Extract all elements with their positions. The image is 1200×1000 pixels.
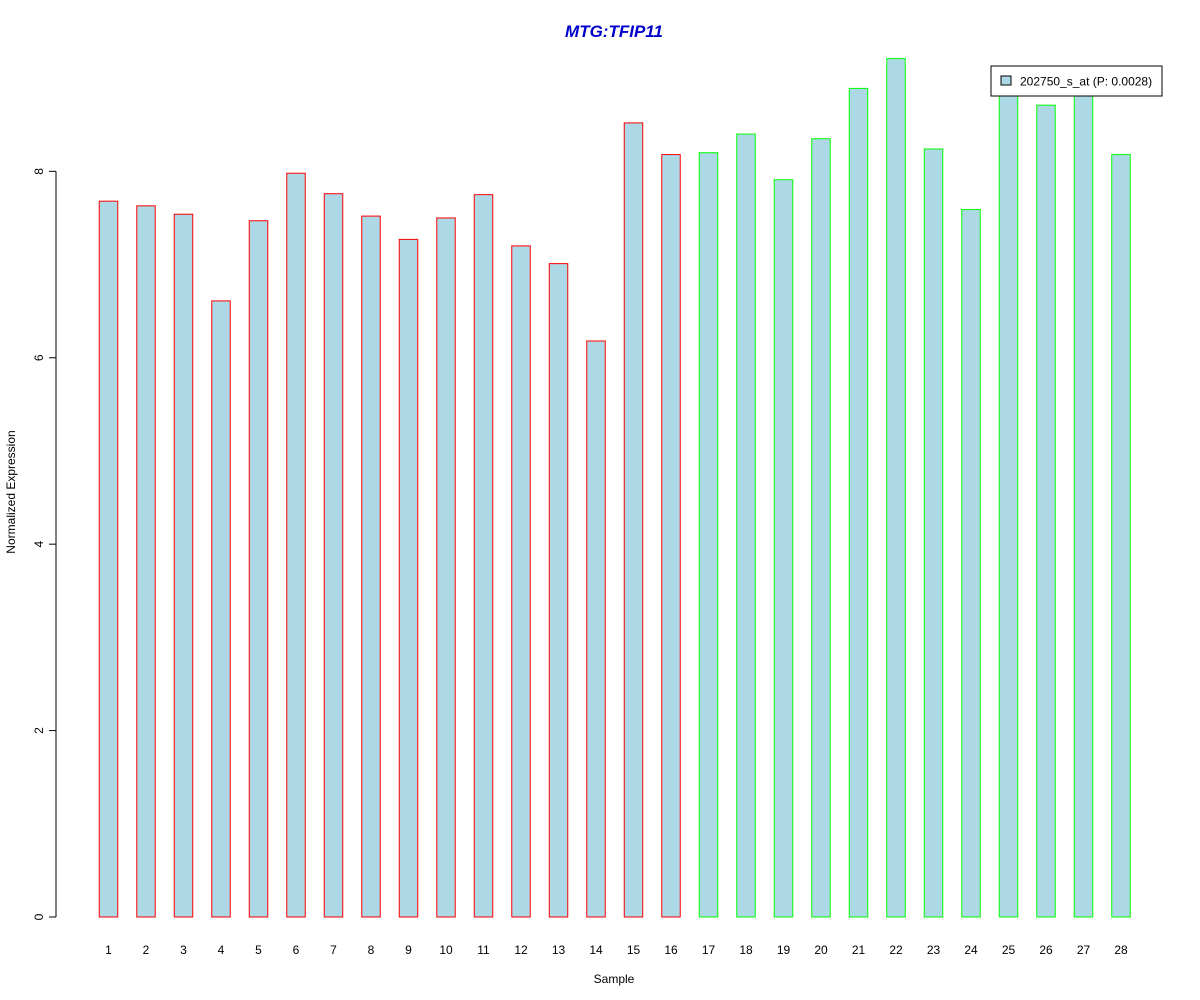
x-tick-label: 8 xyxy=(368,943,375,957)
bar-sample-6 xyxy=(286,172,306,918)
bar-sample-11 xyxy=(473,194,494,918)
x-tick-label: 18 xyxy=(739,943,753,957)
x-tick-label: 27 xyxy=(1077,943,1091,957)
bar-sample-24 xyxy=(961,209,981,918)
x-tick-label: 5 xyxy=(255,943,262,957)
bar-sample-4 xyxy=(211,300,231,918)
bar-sample-9 xyxy=(398,238,419,918)
bar-sample-17 xyxy=(698,152,719,918)
x-tick-label: 1 xyxy=(105,943,112,957)
x-tick-labels: 1 2 3 4 5 6 7 8 9 10 11 12 13 14 15 16 17 18 19 20 21 22 23 24 2… xyxy=(105,943,1128,957)
x-tick-label: 19 xyxy=(777,943,791,957)
bar-sample-23 xyxy=(923,148,944,918)
x-tick-label: 21 xyxy=(852,943,866,957)
x-tick-label: 26 xyxy=(1039,943,1053,957)
bar-sample-22 xyxy=(886,58,906,918)
x-tick-label: 22 xyxy=(889,943,903,957)
x-tick-label: 14 xyxy=(589,943,603,957)
y-tick-label: 4 xyxy=(32,541,46,548)
y-axis-label: Normalized Expression xyxy=(4,430,18,553)
x-tick-label: 6 xyxy=(293,943,300,957)
x-tick-label: 20 xyxy=(814,943,828,957)
legend-label: 202750_s_at (P: 0.0028) xyxy=(1020,75,1152,89)
bar-sample-7 xyxy=(323,193,344,918)
bars-group xyxy=(98,58,1131,918)
x-tick-label: 13 xyxy=(552,943,566,957)
bar-sample-20 xyxy=(811,138,831,918)
bar-sample-10 xyxy=(436,217,456,918)
bar-sample-1 xyxy=(98,200,119,918)
x-tick-label: 16 xyxy=(664,943,678,957)
bar-sample-16 xyxy=(661,154,681,918)
x-tick-label: 17 xyxy=(702,943,716,957)
bar-sample-3 xyxy=(173,213,194,918)
x-tick-label: 15 xyxy=(627,943,641,957)
y-tick-label: 0 xyxy=(32,913,46,920)
x-axis-label: Sample xyxy=(594,972,635,986)
x-tick-label: 28 xyxy=(1114,943,1128,957)
bar-sample-18 xyxy=(736,133,756,918)
x-tick-label: 3 xyxy=(180,943,187,957)
y-axis: 0 2 4 6 8 xyxy=(32,168,57,920)
bar-sample-5 xyxy=(248,220,269,918)
x-tick-label: 7 xyxy=(330,943,337,957)
bar-sample-27 xyxy=(1073,85,1094,918)
x-tick-label: 25 xyxy=(1002,943,1016,957)
bar-sample-14 xyxy=(586,340,606,918)
chart-title: MTG:TFIP11 xyxy=(565,22,663,41)
bar-sample-12 xyxy=(511,245,531,918)
bar-sample-2 xyxy=(136,205,156,918)
legend-box xyxy=(990,65,1163,97)
bar-sample-25 xyxy=(998,82,1019,918)
x-tick-label: 2 xyxy=(143,943,150,957)
bar-sample-8 xyxy=(361,215,381,918)
y-tick-label: 2 xyxy=(32,727,46,734)
legend-swatch xyxy=(1000,75,1012,86)
bar-sample-13 xyxy=(548,263,569,918)
y-tick-label: 8 xyxy=(32,168,46,175)
bar-sample-19 xyxy=(773,179,794,918)
x-tick-label: 24 xyxy=(964,943,978,957)
legend: 202750_s_at (P: 0.0028) xyxy=(990,65,1163,97)
bar-sample-26 xyxy=(1036,104,1056,918)
x-tick-label: 10 xyxy=(439,943,453,957)
x-tick-label: 11 xyxy=(477,943,490,957)
x-tick-label: 12 xyxy=(514,943,528,957)
x-tick-label: 23 xyxy=(927,943,941,957)
bar-sample-21 xyxy=(848,87,869,918)
x-tick-label: 9 xyxy=(405,943,412,957)
bar-sample-15 xyxy=(623,122,644,918)
x-tick-label: 4 xyxy=(218,943,225,957)
bar-sample-28 xyxy=(1111,154,1131,918)
y-tick-label: 6 xyxy=(32,354,46,361)
